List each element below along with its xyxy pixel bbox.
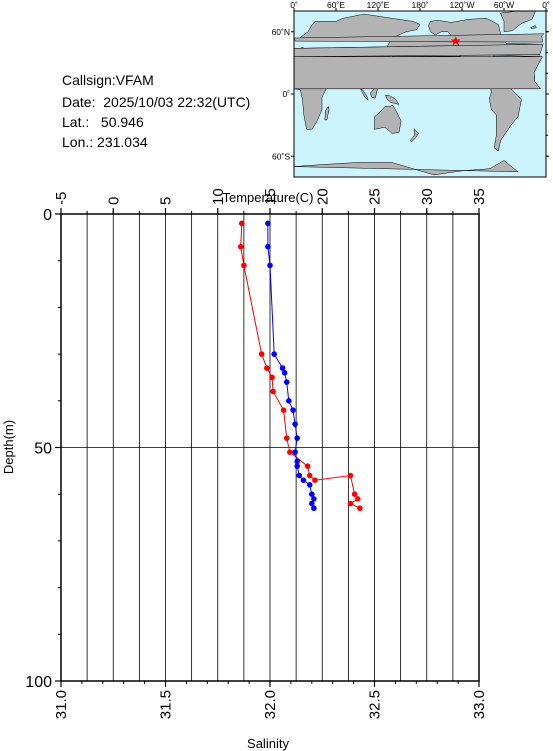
land-new-guinea [385,94,400,105]
map-lon-label: 120˚W [449,0,474,10]
date-value: 2025/10/03 22:32(UTC) [103,94,251,110]
temperature-point [304,463,311,469]
land-australia [374,105,402,134]
bottom-axis-label: Salinity [247,736,289,751]
temperature-point [238,220,245,227]
date-line: Date: 2025/10/03 22:32(UTC) [62,94,250,110]
salinity-point [311,505,317,512]
salinity-point [279,365,286,371]
top-axis-tick-label: 5 [158,197,175,205]
land-new-zealand [409,128,419,143]
world-map: 0˚ 60˚E 120˚E 180˚ 120˚W 60˚W 0˚ 60˚N 0˚ 60˚S [272,0,550,178]
top-axis-tick-label: 35 [471,188,488,205]
temperature-point [351,491,358,498]
salinity-point [300,477,307,483]
lat-value: 50.946 [100,114,144,130]
bottom-axis-tick-label: 32.5 [367,690,384,719]
grid-layer [60,214,480,681]
temperature-point [280,407,287,413]
date-label: Date: [62,94,100,110]
temperature-point [283,435,290,441]
land-africa-west-edge [293,56,543,90]
salinity-point [267,262,273,269]
callsign-label: Callsign: [62,72,116,88]
salinity-point [281,369,288,376]
y-axis-label: Depth(m) [1,420,16,474]
salinity-point [292,449,298,455]
salinity-point [265,220,271,227]
map-lon-label: 180˚ [411,0,428,10]
salinity-point [290,407,296,413]
temperature-point [270,388,276,395]
salinity-point [265,243,271,250]
map-lon-label: 0˚ [542,0,550,10]
salinity-point [311,496,317,502]
salinity-point [292,421,298,427]
lat-line: Lat.: 50.946 [62,114,144,130]
salinity-point [309,491,315,498]
map-lat-label: 0˚ [282,89,290,99]
temperature-point [237,243,244,250]
salinity-point [294,458,300,465]
salinity-point [294,435,300,441]
temperature-point [354,496,361,502]
top-axis-tick-label: 15 [262,188,279,205]
map-lon-label: 120˚E [367,0,390,10]
top-axis-tick-label: -5 [53,192,70,205]
temperature-point [347,472,354,479]
map-lon-label: 0˚ [290,0,298,10]
land-madagascar [324,105,330,121]
bottom-axis-tick-label: 31.5 [158,690,175,719]
map-lon-label: 60˚W [494,0,514,10]
temperature-point [241,262,247,269]
station-marker-star-icon [451,36,461,46]
map-lat-label: 60˚N [272,27,290,37]
lon-label: Lon.: [62,134,94,150]
temperature-point [312,477,318,483]
salinity-point [283,379,290,385]
temperature-point [258,351,265,357]
map-lon-label: 60˚E [327,0,345,10]
salinity-point [306,482,313,488]
top-axis-tick-label: 10 [210,188,227,205]
y-axis-tick-label: 50 [34,441,52,458]
temperature-point [287,449,293,455]
callsign-value: VFAM [115,72,154,88]
top-axis-tick-label: 25 [367,188,384,205]
salinity-point [271,351,277,357]
top-axis-tick-label: 30 [419,188,436,205]
map-lat-label: 60˚S [272,151,290,161]
salinity-point [296,472,303,479]
callsign-line: Callsign:VFAM [62,72,154,88]
temperature-point [306,472,313,479]
salinity-point [286,398,292,404]
land-borneo [370,86,378,99]
temperature-point [264,365,270,371]
top-axis-tick-label: 0 [105,197,122,205]
top-axis-tick-label: 20 [314,188,331,205]
series-layer [237,220,363,512]
y-axis-tick-label: 100 [25,674,52,691]
top-axis-label: Temperature(C) [222,190,313,205]
bottom-axis-tick-label: 33.0 [471,690,488,719]
bottom-axis-tick-label: 31.0 [53,690,70,719]
y-axis-tick-label: 0 [43,207,52,224]
land-uk [293,33,545,43]
temperature-point [347,500,354,507]
temperature-point [357,505,363,512]
temperature-point [269,374,275,381]
land-sumatra [359,88,369,102]
map-layer: 0˚ 60˚E 120˚E 180˚ 120˚W 60˚W 0˚ 60˚N 0˚ 60˚S [272,0,550,178]
salinity-point [294,463,300,469]
salinity-point [309,500,315,507]
temperature-profile-line [240,223,361,509]
lon-value: 231.034 [97,134,148,150]
bottom-axis-tick-label: 32.0 [262,690,279,719]
land-iceland [530,25,537,29]
lat-label: Lat.: [62,114,90,130]
lon-line: Lon.: 231.034 [62,134,148,150]
